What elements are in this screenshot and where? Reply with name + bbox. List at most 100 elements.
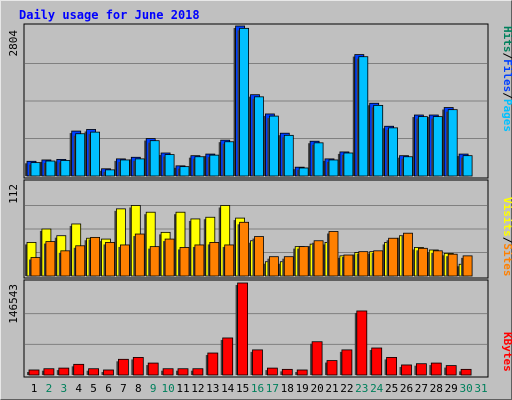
sites-bar-12	[194, 244, 205, 277]
x-axis-labels: 1 2 3 4 5 6 7 8 9 10 11 12 13 14 15 16 17 18 19 20 21 22 23 24 2…	[31, 382, 488, 395]
bottom-max-label: 146543	[7, 284, 20, 324]
pages-bar-4	[75, 133, 86, 177]
x-label-4: 4	[75, 382, 82, 395]
kbytes-bar-18	[281, 368, 293, 376]
x-label-3: 3	[60, 382, 67, 395]
kbytes-bar-4	[73, 363, 85, 376]
x-label-20: 20	[310, 382, 323, 395]
pages-bar-29	[447, 109, 458, 177]
kbytes-bar-24	[371, 347, 383, 376]
sites-bar-22	[343, 254, 354, 277]
x-label-26: 26	[400, 382, 413, 395]
sites-bar-18	[283, 256, 294, 277]
pages-bar-9	[149, 140, 160, 177]
kbytes-bar-19	[296, 369, 308, 376]
middle-max-label: 112	[7, 184, 20, 204]
legend-pages: Pages	[501, 99, 512, 132]
sites-bar-16	[254, 236, 264, 277]
kbytes-bar-1	[28, 369, 40, 376]
kbytes-bar-23	[356, 310, 368, 376]
sites-bar-11	[179, 247, 190, 277]
kbytes-bar-20	[311, 341, 323, 376]
pages-bar-6	[105, 169, 115, 177]
chart-title: Daily usage for June 2018	[19, 8, 200, 22]
x-label-5: 5	[90, 382, 97, 395]
pages-bar-12	[194, 156, 205, 177]
pages-bar-14	[224, 141, 235, 177]
kbytes-bar-14	[222, 337, 234, 376]
x-label-29: 29	[445, 382, 458, 395]
x-label-1: 1	[31, 382, 38, 395]
pages-bar-3	[60, 160, 71, 177]
kbytes-bar-9	[147, 362, 159, 376]
kbytes-bar-25	[386, 357, 398, 376]
pages-bar-13	[209, 154, 220, 177]
sites-bar-15	[239, 221, 250, 277]
pages-bar-26	[403, 156, 413, 177]
kbytes-bar-8	[132, 357, 144, 376]
legend-sep-1: /	[501, 53, 512, 60]
x-label-14: 14	[221, 382, 235, 395]
pages-bar-2	[45, 160, 56, 177]
sites-bar-20	[313, 240, 324, 277]
pages-bar-27	[417, 116, 428, 177]
pages-bar-16	[254, 96, 264, 177]
x-label-16: 16	[251, 382, 264, 395]
top-legend: Hits/Files/Pages	[501, 26, 512, 132]
x-label-19: 19	[296, 382, 309, 395]
legend-kbytes: KBytes	[501, 332, 512, 372]
pages-bar-22	[343, 152, 354, 177]
x-label-9: 9	[150, 382, 157, 395]
sites-bar-23	[358, 251, 369, 277]
sites-bar-1	[30, 257, 41, 277]
legend-sep-3: /	[501, 237, 512, 244]
legend-sep-2: /	[501, 92, 512, 99]
sites-bar-9	[149, 246, 160, 277]
sites-bar-5	[90, 236, 100, 277]
x-label-13: 13	[206, 382, 219, 395]
sites-bar-3	[60, 250, 71, 277]
pages-bar-1	[30, 162, 41, 177]
kbytes-bar-11	[177, 368, 189, 376]
x-label-11: 11	[176, 382, 189, 395]
kbytes-bar-17	[266, 367, 278, 376]
pages-bar-8	[134, 158, 145, 177]
x-label-23: 23	[355, 382, 368, 395]
legend-visits: Visits	[501, 197, 512, 237]
kbytes-bar-27	[415, 363, 427, 376]
kbytes-bar-28	[430, 362, 442, 376]
pages-bar-21	[328, 159, 339, 177]
x-label-31: 31	[474, 382, 487, 395]
kbytes-bar-16	[252, 349, 263, 376]
x-label-24: 24	[370, 382, 384, 395]
x-label-10: 10	[161, 382, 174, 395]
sites-bar-25	[388, 237, 399, 277]
sites-bar-2	[45, 241, 56, 277]
gridlines	[25, 63, 487, 345]
kbytes-bar-30	[460, 368, 472, 376]
x-label-22: 22	[340, 382, 353, 395]
sites-bar-7	[120, 244, 130, 277]
sites-bar-21	[328, 231, 339, 277]
middle-legend: Visits/Sites	[501, 197, 512, 277]
sites-bar-8	[134, 233, 145, 277]
pages-bar-28	[432, 116, 443, 177]
kbytes-bar-13	[207, 352, 219, 376]
legend-files: Files	[501, 59, 512, 92]
kbytes-bar-12	[192, 368, 204, 376]
pages-bar-30	[462, 155, 473, 177]
legend-sites: Sites	[501, 243, 512, 276]
pages-bar-7	[120, 159, 130, 177]
pages-bar-10	[164, 154, 175, 177]
sites-bar-17	[268, 256, 279, 277]
x-label-18: 18	[281, 382, 294, 395]
pages-bar-5	[90, 131, 100, 177]
kbytes-bar-10	[162, 368, 174, 376]
x-label-6: 6	[105, 382, 112, 395]
kbytes-bar-26	[401, 364, 412, 376]
kbytes-bar-21	[326, 360, 338, 376]
pages-bar-23	[358, 56, 369, 177]
pages-bar-15	[239, 27, 250, 177]
x-label-7: 7	[120, 382, 127, 395]
